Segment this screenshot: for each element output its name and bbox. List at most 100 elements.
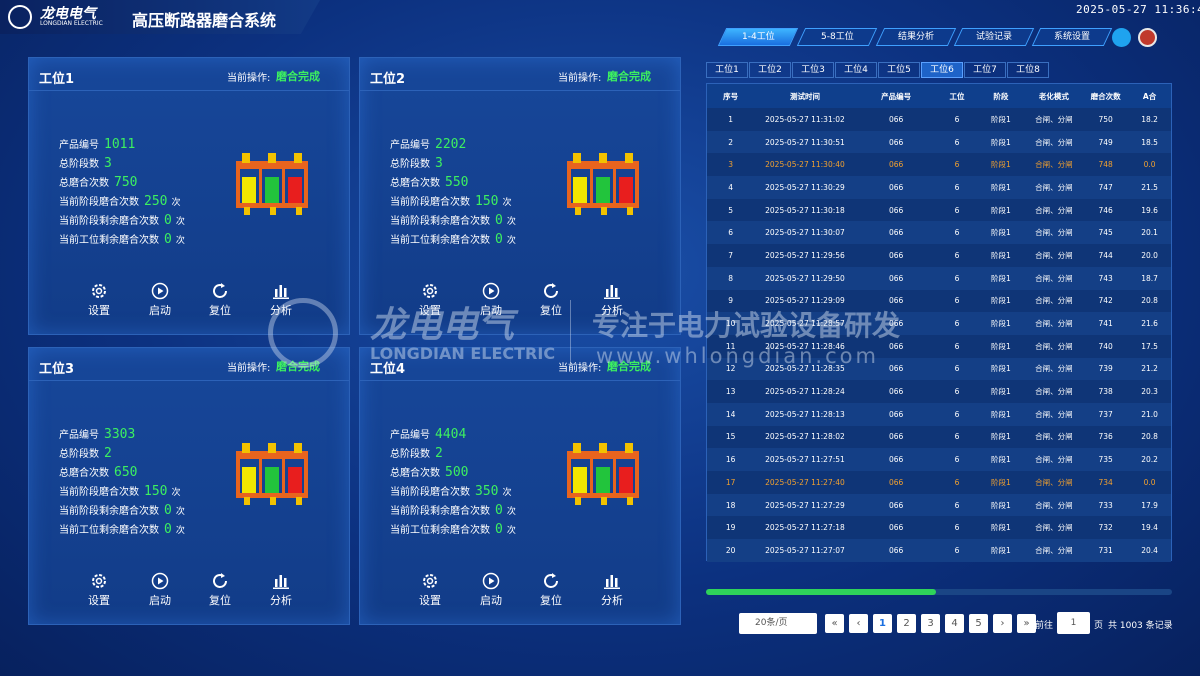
table-row[interactable]: 20 2025-05-27 11:27:07 066 6 阶段1 合闸、分闸 731 20.4 [707,539,1171,562]
field-unit: 次 [502,198,512,208]
field-row: 总磨合次数 750 [59,174,137,190]
table-row[interactable]: 4 2025-05-27 11:30:29 066 6 阶段1 合闸、分闸 747 21.5 [707,176,1171,199]
station-button[interactable]: 分析 [256,572,306,608]
table-row[interactable]: 14 2025-05-27 11:28:13 066 6 阶段1 合闸、分闸 737 21.0 [707,402,1171,426]
page-button[interactable]: 3 [921,614,940,633]
field-unit: 次 [506,526,516,536]
station-tab[interactable]: 工位7 [964,62,1006,78]
field-unit: 次 [175,526,185,536]
table-row[interactable]: 11 2025-05-27 11:28:46 066 6 阶段1 合闸、分闸 740 17.5 [707,334,1171,358]
table-cell: 21.6 [1141,319,1158,329]
column-header: 测试时间 [754,84,856,108]
table-cell: 748 [1098,160,1113,170]
station-panel: 工位4 当前操作: 磨合完成 产品编号 4404 总阶段数 2 总磨合次数 500 当前阶段磨合次… [359,347,681,625]
field-value: 150 [144,484,168,499]
table-row[interactable]: 18 2025-05-27 11:27:29 066 6 阶段1 合闸、分闸 733 17.9 [707,493,1171,517]
station-button[interactable]: 复位 [195,282,245,318]
station-button[interactable]: 设置 [74,282,124,318]
station-tab[interactable]: 工位8 [1007,62,1049,78]
table-cell: 743 [1098,273,1113,283]
table-row[interactable]: 9 2025-05-27 11:29:09 066 6 阶段1 合闸、分闸 742 20.8 [707,289,1171,313]
table-cell: 066 [889,137,904,147]
field-value: 2202 [435,137,467,152]
power-button[interactable] [1138,28,1157,47]
field-label: 总阶段数 [390,159,430,170]
station-button[interactable]: 复位 [526,282,576,318]
station-button[interactable]: 分析 [587,572,637,608]
station-tab[interactable]: 工位5 [878,62,920,78]
nav-tab[interactable]: 1-4工位 [717,28,799,46]
scroll-thumb[interactable] [706,589,936,595]
page-size-select[interactable]: 20条/页 [739,613,817,634]
table-row[interactable]: 10 2025-05-27 11:28:57 066 6 阶段1 合闸、分闸 741 21.6 [707,312,1171,335]
watermark-brand-en: LONGDIAN ELECTRIC [370,344,556,363]
table-row[interactable]: 6 2025-05-27 11:30:07 066 6 阶段1 合闸、分闸 745 20.1 [707,221,1171,245]
table-row[interactable]: 3 2025-05-27 11:30:40 066 6 阶段1 合闸、分闸 748 0.0 [707,153,1171,177]
field-label: 当前阶段剩余磨合次数 [59,216,159,227]
table-row[interactable]: 13 2025-05-27 11:28:24 066 6 阶段1 合闸、分闸 738 20.3 [707,380,1171,403]
table-cell: 066 [889,205,904,215]
field-value: 0 [164,503,172,518]
station-tab[interactable]: 工位1 [706,62,748,78]
station-button[interactable]: 启动 [135,572,185,608]
op-status: 磨合完成 [607,70,651,83]
table-cell: 21.5 [1141,182,1158,192]
table-row[interactable]: 16 2025-05-27 11:27:51 066 6 阶段1 合闸、分闸 735 20.2 [707,448,1171,471]
station-tab[interactable]: 工位4 [835,62,877,78]
nav-label: 结果分析 [897,32,934,42]
station-tab[interactable]: 工位3 [792,62,834,78]
table-row[interactable]: 2 2025-05-27 11:30:51 066 6 阶段1 合闸、分闸 749 18.5 [707,130,1171,154]
table-row[interactable]: 17 2025-05-27 11:27:40 066 6 阶段1 合闸、分闸 734 0.0 [707,471,1171,494]
station-button[interactable]: 启动 [466,572,516,608]
fullscreen-button[interactable] [1112,28,1131,47]
table-row[interactable]: 12 2025-05-27 11:28:35 066 6 阶段1 合闸、分闸 739 21.2 [707,357,1171,381]
page-button[interactable]: 4 [945,614,964,633]
station-button[interactable]: 分析 [587,282,637,318]
station-button[interactable]: 复位 [195,572,245,608]
table-cell: 阶段1 [991,523,1011,533]
station-button[interactable]: 启动 [466,282,516,318]
table-row[interactable]: 15 2025-05-27 11:28:02 066 6 阶段1 合闸、分闸 736 20.8 [707,425,1171,449]
station-button[interactable]: 复位 [526,572,576,608]
table-cell: 6 [954,455,960,465]
table-row[interactable]: 19 2025-05-27 11:27:18 066 6 阶段1 合闸、分闸 732 19.4 [707,516,1171,540]
table-cell: 10 [725,319,736,329]
goto-input[interactable]: 1 [1057,612,1090,634]
station-tab[interactable]: 工位2 [749,62,791,78]
nav-tab[interactable]: 试验记录 [953,28,1035,46]
page-button[interactable]: « [825,614,844,633]
table-row[interactable]: 1 2025-05-27 11:31:02 066 6 阶段1 合闸、分闸 750 18.2 [707,108,1171,131]
page-button[interactable]: » [1017,614,1036,633]
table-cell: 750 [1098,114,1113,124]
page-button[interactable]: 2 [897,614,916,633]
station-button[interactable]: 设置 [74,572,124,608]
station-tab[interactable]: 工位6 [921,62,963,78]
page-button[interactable]: 1 [873,614,892,633]
column-header: 阶段 [977,84,1025,108]
field-unit: 次 [175,217,185,227]
nav-tab[interactable]: 5-8工位 [796,28,878,46]
table-row[interactable]: 7 2025-05-27 11:29:56 066 6 阶段1 合闸、分闸 744 20.0 [707,244,1171,267]
station-button[interactable]: 启动 [135,282,185,318]
table-row[interactable]: 8 2025-05-27 11:29:50 066 6 阶段1 合闸、分闸 743 18.7 [707,266,1171,290]
table-cell: 745 [1098,228,1113,238]
table-cell: 阶段1 [991,500,1011,510]
station-button[interactable]: 设置 [405,282,455,318]
table-row[interactable]: 5 2025-05-27 11:30:18 066 6 阶段1 合闸、分闸 746 19.6 [707,198,1171,222]
field-label: 当前阶段磨合次数 [59,487,139,498]
button-label: 复位 [540,594,562,607]
button-label: 分析 [270,594,292,607]
table-cell: 20.0 [1141,250,1158,260]
nav-tab[interactable]: 结果分析 [875,28,957,46]
table-cell: 20.8 [1141,296,1158,306]
field-value: 3 [435,156,443,171]
field-row: 当前阶段剩余磨合次数 0 次 [390,212,516,228]
field-value: 2 [104,446,112,461]
page-button[interactable]: › [993,614,1012,633]
page-button[interactable]: 5 [969,614,988,633]
button-icon [74,572,124,592]
table-cell: 20.1 [1141,228,1158,238]
station-button[interactable]: 设置 [405,572,455,608]
nav-tab[interactable]: 系统设置 [1031,28,1113,46]
page-button[interactable]: ‹ [849,614,868,633]
